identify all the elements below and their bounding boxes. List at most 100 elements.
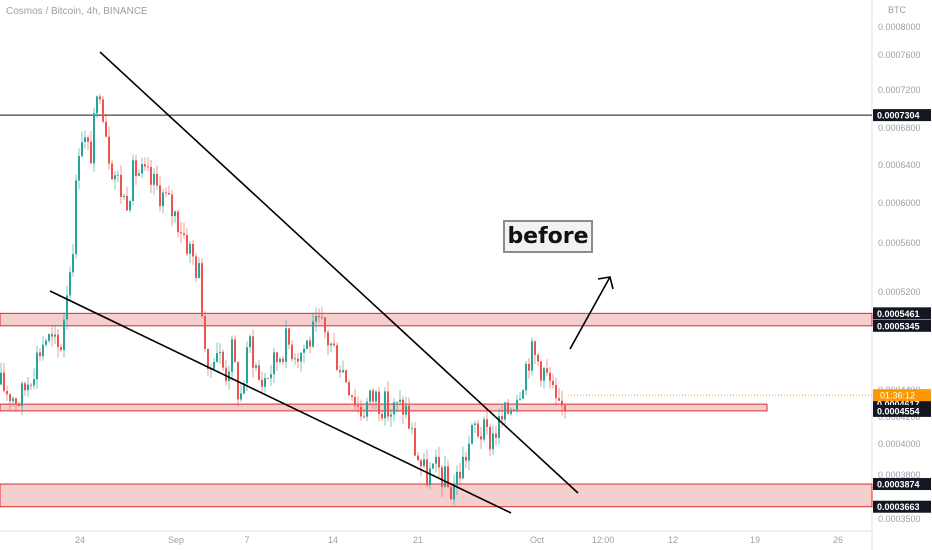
candles-group [0, 93, 566, 505]
candle-down [489, 427, 491, 450]
candle-up [174, 211, 176, 217]
candle-down [345, 370, 347, 383]
candle-down [378, 391, 380, 414]
candle-up [78, 156, 80, 181]
candle-up [42, 344, 44, 357]
candle-up [462, 456, 464, 479]
candle-down [414, 428, 416, 456]
y-tick-label: 0.0006400 [878, 160, 921, 170]
candle-up [342, 370, 344, 373]
candle-down [561, 400, 563, 406]
candle-up [366, 401, 368, 417]
candle-up [504, 402, 506, 420]
candle-up [138, 173, 140, 176]
currency-label: BTC [888, 5, 906, 15]
price-tag [873, 307, 931, 320]
candle-down [60, 347, 62, 351]
candle-up [483, 419, 485, 440]
candle-up [393, 402, 395, 415]
candle-up [72, 254, 74, 273]
candle-up [231, 339, 233, 372]
candle-down [363, 416, 365, 418]
x-tick-label: Sep [168, 535, 184, 545]
candle-down [225, 367, 227, 381]
candle-down [288, 328, 290, 345]
candle-down [99, 96, 101, 100]
candle-up [84, 137, 86, 142]
candle-up [132, 160, 134, 201]
candle-down [177, 211, 179, 233]
price-tag-label: 0.0005461 [877, 309, 920, 319]
chart-title: Cosmos / Bitcoin, 4h, BINANCE [6, 6, 148, 17]
candle-down [564, 405, 566, 411]
candle-down [30, 384, 32, 386]
annotation-label: before [503, 220, 593, 253]
candle-down [495, 433, 497, 438]
candle-down [357, 405, 359, 408]
y-tick-label: 0.0003500 [878, 514, 921, 524]
candle-down [6, 391, 8, 395]
y-tick-label: 0.0006000 [878, 198, 921, 208]
candle-down [318, 316, 320, 317]
y-tick-label: 0.0008000 [878, 22, 921, 32]
candle-down [441, 467, 443, 487]
price-tag [873, 500, 931, 513]
candle-up [405, 405, 407, 415]
candle-down [381, 413, 383, 419]
candle-up [432, 463, 434, 469]
candle-down [186, 235, 188, 254]
candle-up [390, 414, 392, 417]
candle-up [27, 384, 29, 391]
candle-down [201, 263, 203, 317]
candle-down [24, 383, 26, 391]
candle-up [468, 443, 470, 461]
candle-down [528, 363, 530, 371]
candle-up [471, 424, 473, 444]
x-tick-label: 26 [833, 535, 843, 545]
candle-up [249, 336, 251, 348]
candle-up [243, 383, 245, 394]
candle-up [219, 351, 221, 354]
candle-up [294, 358, 296, 360]
candle-up [12, 398, 14, 402]
candle-down [234, 339, 236, 363]
candle-down [165, 192, 167, 194]
candle-up [54, 334, 56, 337]
candle-down [135, 160, 137, 176]
candle-up [216, 353, 218, 362]
price-tag-label: 0.0005345 [877, 321, 920, 331]
candle-down [105, 121, 107, 137]
candle-up [69, 272, 71, 296]
candle-up [162, 192, 164, 207]
candle-up [543, 368, 545, 381]
candle-down [501, 416, 503, 420]
candle-up [531, 341, 533, 371]
y-tick-label: 0.0004000 [878, 439, 921, 449]
price-tag-label: 0.0003663 [877, 502, 920, 512]
candle-down [18, 404, 20, 407]
candle-up [48, 334, 50, 341]
candle-up [300, 352, 302, 362]
candle-down [477, 423, 479, 437]
candle-down [549, 372, 551, 381]
candle-down [324, 317, 326, 333]
candle-down [336, 345, 338, 371]
candle-up [513, 409, 515, 411]
candle-up [444, 466, 446, 487]
candle-up [21, 383, 23, 407]
candle-down [372, 390, 374, 402]
candle-up [306, 340, 308, 349]
candle-up [240, 393, 242, 400]
countdown-tag [873, 389, 931, 402]
candle-up [153, 173, 155, 185]
candle-down [108, 136, 110, 164]
price-tag [873, 109, 931, 122]
candle-down [420, 460, 422, 467]
sr-zone [0, 403, 768, 412]
candle-down [168, 193, 170, 195]
candle-down [309, 340, 311, 347]
candle-down [408, 405, 410, 429]
candle-down [90, 141, 92, 164]
candle-up [399, 399, 401, 402]
